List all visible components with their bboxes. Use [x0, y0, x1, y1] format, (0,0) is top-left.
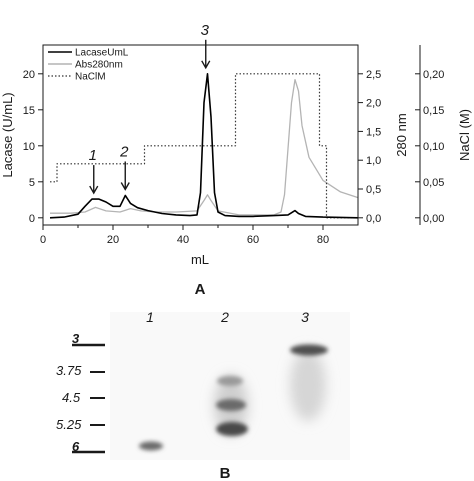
y-axis-title-lacase: Lacase (U/mL) [0, 92, 15, 177]
chromatogram-panel: 0 20 40 60 80 0 5 10 15 20 0,0 0,5 1,0 1,5 2,0 2,5 0,… [0, 22, 472, 298]
y-tick-label-lacase: 5 [29, 177, 35, 189]
y-tick-label-280nm: 1,5 [366, 126, 381, 138]
gel-lane-label-1: 1 [146, 309, 154, 325]
peak-arrowhead-3 [201, 60, 211, 70]
gel-lane-label-3: 3 [301, 309, 309, 325]
ladder-label-5-25: 5.25 [56, 417, 82, 432]
y-tick-label-nacl: 0,20 [423, 69, 444, 81]
gel-panel: 1 2 3 3 3.75 4.5 5.25 6 B [56, 309, 350, 481]
series-layer [49, 73, 359, 219]
y-axis-title-nacl: NaCl (M) [457, 109, 472, 161]
y-axis-lacase: 0 5 10 15 20 [23, 69, 43, 225]
peak-label-2: 2 [119, 143, 129, 160]
legend-label-nacl: NaClM [75, 72, 106, 83]
gel-band-lane1 [139, 441, 163, 451]
y-tick-label-lacase: 20 [23, 69, 35, 81]
x-tick-label: 20 [107, 234, 119, 246]
ladder-label-4-5: 4.5 [62, 390, 81, 405]
peak-label-1: 1 [89, 147, 97, 164]
legend-label-lacase: LacaseUmL [75, 48, 129, 59]
legend-label-abs280: Abs280nm [75, 60, 123, 71]
y-tick-label-nacl: 0,05 [423, 177, 444, 189]
gel-smear-lane3 [290, 349, 326, 421]
legend: LacaseUmL Abs280nm NaClM [48, 48, 129, 83]
x-axis-title: mL [191, 252, 209, 267]
x-axis: 0 20 40 60 80 [40, 225, 329, 246]
y-tick-label-nacl: 0,00 [423, 213, 444, 225]
peak-label-3: 3 [201, 22, 210, 39]
gel-band-lane3 [290, 344, 328, 356]
panel-label-a: A [195, 281, 206, 298]
y-axis-280nm: 0,0 0,5 1,0 1,5 2,0 2,5 [358, 69, 381, 225]
peak-arrowhead-2 [120, 182, 130, 191]
y-tick-label-280nm: 2,0 [366, 98, 381, 110]
y-tick-label-nacl: 0,15 [423, 105, 444, 117]
x-tick-label: 0 [40, 234, 46, 246]
y-tick-label-280nm: 1,0 [366, 155, 381, 167]
y-tick-label-280nm: 0,5 [366, 184, 381, 196]
series-line-naclm [50, 73, 358, 219]
y-tick-label-lacase: 15 [23, 105, 35, 117]
gel-lane-label-2: 2 [220, 309, 229, 325]
y-axis-title-280nm: 280 nm [394, 113, 409, 156]
ladder-label-3: 3 [72, 331, 80, 346]
x-tick-label: 40 [177, 234, 189, 246]
x-tick-label: 60 [247, 234, 259, 246]
y-tick-label-nacl: 0,10 [423, 141, 444, 153]
y-axis-nacl: 0,00 0,05 0,10 0,15 0,20 [415, 45, 444, 225]
peak-annotations: 1 2 3 [89, 22, 211, 195]
x-tick-label: 80 [317, 234, 329, 246]
gel-band-lane2-top [217, 376, 243, 386]
y-tick-label-lacase: 0 [29, 213, 35, 225]
ladder-label-3-75: 3.75 [56, 363, 82, 378]
panel-label-b: B [220, 465, 231, 481]
gel-band-lane2-bottom [216, 422, 248, 436]
gel-band-lane2-mid [216, 399, 246, 411]
plot-frame [42, 44, 359, 226]
y-tick-label-280nm: 0,0 [366, 213, 381, 225]
y-tick-label-lacase: 10 [23, 141, 35, 153]
series-line-lacaseuml [49, 73, 359, 219]
y-tick-label-280nm: 2,5 [366, 69, 381, 81]
peak-arrowhead-1 [89, 185, 99, 195]
ladder-label-6: 6 [72, 439, 80, 454]
